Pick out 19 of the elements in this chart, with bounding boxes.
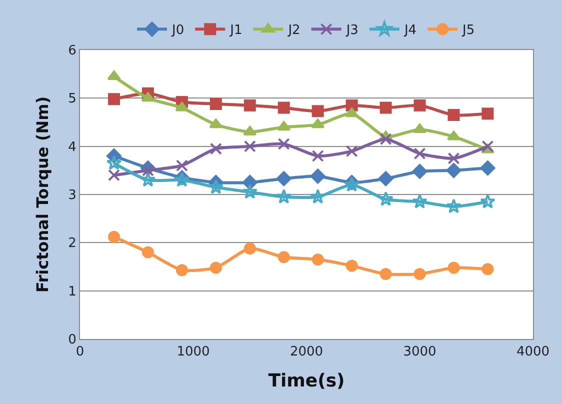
legend-label: J5 [462,23,475,38]
x-axis-title: Time(s) [268,370,345,392]
y-tick-label: 4 [68,140,76,155]
y-tick-label: 0 [68,332,76,348]
y-tick-label: 2 [68,236,76,252]
legend-label: J0 [171,23,184,38]
legend-label: J3 [345,23,358,38]
y-tick-label: 5 [68,92,76,107]
x-tick-label: 2000 [290,344,324,360]
x-tick-label: 1000 [176,344,210,360]
legend-label: J2 [287,23,300,38]
legend-label: J1 [229,23,242,38]
y-axis-title: Frictonal Torque (Nm) [33,96,52,293]
y-tick-label: 6 [68,44,76,59]
x-tick-label: 4000 [516,344,550,360]
y-tick-label: 1 [68,284,76,300]
x-tick-label: 3000 [403,344,436,360]
legend-label: J4 [403,23,417,38]
y-tick-label: 3 [68,188,76,204]
